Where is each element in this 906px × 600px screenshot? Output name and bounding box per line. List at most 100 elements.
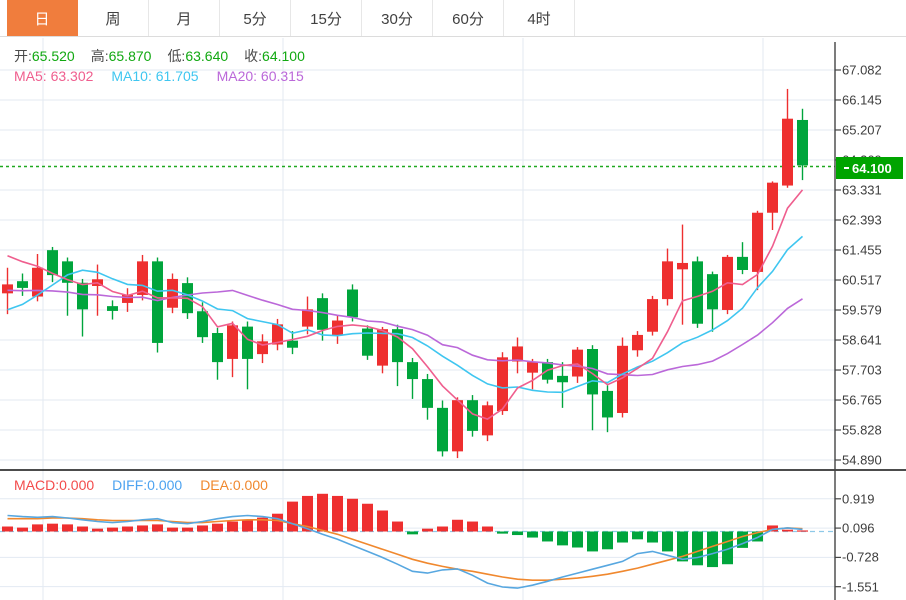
macd-histogram-bar [92, 528, 103, 532]
candle-body[interactable] [512, 346, 523, 362]
macd-histogram-bar [152, 524, 163, 532]
ma20-readout: MA20: 60.315 [216, 68, 304, 84]
ma5-readout: MA5: 63.302 [14, 68, 94, 84]
tab-interval-8[interactable]: 4时 [504, 0, 575, 36]
macd-histogram-bar [242, 519, 253, 532]
macd-histogram-bar [677, 531, 688, 562]
tab-interval-4[interactable]: 5分 [220, 0, 291, 36]
candle-body[interactable] [632, 334, 643, 351]
candle-body[interactable] [317, 298, 328, 330]
ma20-line [7, 289, 803, 377]
macd-histogram-bar [557, 531, 568, 546]
macd-histogram-bar [137, 525, 148, 532]
macd-histogram-bar [602, 531, 613, 550]
candle-body[interactable] [587, 349, 598, 395]
macd-axis-tick-label: 0.919 [842, 491, 875, 507]
candle-body[interactable] [782, 118, 793, 186]
candle-body[interactable] [407, 362, 418, 380]
candle-body[interactable] [452, 400, 463, 452]
macd-histogram-bar [497, 531, 508, 534]
macd-histogram-bar [512, 531, 523, 536]
candle-body[interactable] [527, 362, 538, 373]
candle-body[interactable] [692, 261, 703, 324]
macd-axis-tick-label: 0.096 [842, 520, 875, 536]
candle-body[interactable] [392, 329, 403, 363]
candle-body[interactable] [2, 284, 13, 294]
macd-histogram-bar [302, 495, 313, 532]
macd-histogram-bar [632, 531, 643, 540]
macd-histogram-bar [422, 528, 433, 532]
candle-body[interactable] [497, 357, 508, 412]
candle-body[interactable] [647, 299, 658, 332]
candle-body[interactable] [572, 349, 583, 377]
candle-body[interactable] [137, 261, 148, 295]
tab-interval-7[interactable]: 60分 [433, 0, 504, 36]
candle-body[interactable] [17, 281, 28, 288]
high-value: 65.870 [108, 48, 152, 64]
candle-body[interactable] [677, 262, 688, 270]
candle-body[interactable] [737, 256, 748, 270]
candle-body[interactable] [122, 294, 133, 303]
price-axis-tick-label: 55.828 [842, 422, 882, 438]
candle-body[interactable] [437, 407, 448, 452]
candle-body[interactable] [257, 341, 268, 355]
price-axis-tick-label: 57.703 [842, 362, 882, 378]
tab-interval-3[interactable]: 月 [149, 0, 220, 36]
candle-body[interactable] [752, 212, 763, 272]
candle-body[interactable] [242, 326, 253, 359]
candle-body[interactable] [662, 261, 673, 300]
macd-histogram-bar [407, 531, 418, 535]
macd-histogram-bar [542, 531, 553, 542]
macd-histogram-bar [782, 529, 793, 532]
candle-body[interactable] [152, 261, 163, 343]
macd-histogram-bar [122, 526, 133, 532]
high-label: 高: [90, 48, 109, 64]
open-value: 65.520 [31, 48, 75, 64]
macd-histogram-bar [527, 531, 538, 538]
candle-body[interactable] [272, 324, 283, 345]
close-label: 收: [244, 48, 263, 64]
candle-body[interactable] [467, 400, 478, 431]
macd-histogram-bar [647, 531, 658, 543]
price-axis-tick-label: 54.890 [842, 452, 882, 468]
tab-interval-1[interactable]: 日 [7, 0, 78, 36]
ma-readout: MA5: 63.302 MA10: 61.705 MA20: 60.315 [14, 68, 322, 84]
ma10-readout: MA10: 61.705 [111, 68, 199, 84]
candle-body[interactable] [617, 345, 628, 413]
candle-body[interactable] [377, 329, 388, 366]
candle-body[interactable] [197, 311, 208, 338]
tab-interval-5[interactable]: 15分 [291, 0, 362, 36]
tab-interval-6[interactable]: 30分 [362, 0, 433, 36]
candle-body[interactable] [47, 250, 58, 276]
candle-body[interactable] [77, 282, 88, 310]
candle-body[interactable] [347, 289, 358, 318]
macd-histogram-bar [767, 525, 778, 532]
macd-histogram-bar [287, 501, 298, 532]
macd-histogram-bar [2, 526, 13, 532]
candle-body[interactable] [797, 119, 808, 166]
macd-axis-tick-label: -1.551 [842, 579, 879, 595]
candle-body[interactable] [107, 306, 118, 311]
candle-body[interactable] [227, 325, 238, 359]
macd-histogram-bar [227, 521, 238, 532]
macd-histogram-bar [392, 521, 403, 532]
low-value: 63.640 [185, 48, 229, 64]
candle-body[interactable] [422, 379, 433, 408]
candle-body[interactable] [167, 278, 178, 308]
candle-body[interactable] [557, 375, 568, 383]
candle-body[interactable] [332, 320, 343, 336]
candle-body[interactable] [602, 390, 613, 418]
candle-body[interactable] [302, 309, 313, 327]
candle-body[interactable] [362, 328, 373, 356]
price-axis-tick-label: 66.145 [842, 92, 882, 108]
candle-body[interactable] [482, 405, 493, 436]
candle-body[interactable] [767, 182, 778, 213]
candle-body[interactable] [32, 267, 43, 297]
candle-body[interactable] [212, 333, 223, 363]
candle-body[interactable] [62, 261, 73, 283]
tab-interval-2[interactable]: 周 [78, 0, 149, 36]
candle-body[interactable] [287, 340, 298, 348]
low-label: 低: [167, 48, 186, 64]
